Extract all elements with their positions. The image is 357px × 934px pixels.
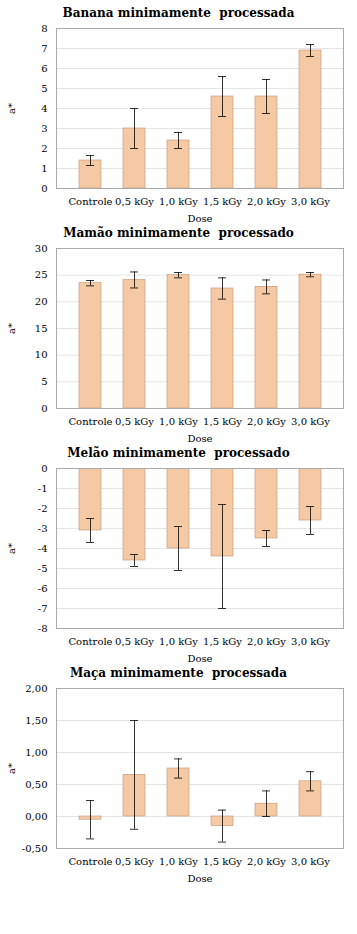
svg-text:a*: a*	[6, 763, 17, 774]
svg-text:Dose: Dose	[187, 653, 212, 664]
svg-text:-4: -4	[38, 543, 48, 554]
svg-text:5: 5	[41, 376, 47, 387]
svg-text:1,5 kGy: 1,5 kGy	[203, 636, 242, 647]
svg-text:3: 3	[41, 123, 47, 134]
html-text:Banana minimamente processada: Banana minimamente processada	[62, 6, 295, 20]
svg-text:0: 0	[41, 463, 47, 474]
svg-text:2,00: 2,00	[25, 683, 47, 694]
svg-text:0,00: 0,00	[25, 811, 47, 822]
svg-text:0,5 kGy: 0,5 kGy	[115, 636, 154, 647]
svg-text:1,0 kGy: 1,0 kGy	[159, 856, 198, 867]
html-text:Melão minimamente processado: Melão minimamente processado	[67, 446, 290, 460]
svg-text:6: 6	[41, 63, 47, 74]
svg-text:-0,50: -0,50	[22, 843, 48, 854]
svg-text:1,0 kGy: 1,0 kGy	[159, 416, 198, 427]
svg-text:-6: -6	[38, 583, 48, 594]
html-text:Maça minimamente processada: Maça minimamente processada	[70, 666, 287, 680]
svg-text:1,5 kGy: 1,5 kGy	[203, 416, 242, 427]
svg-text:Dose: Dose	[187, 433, 212, 444]
svg-text:0,5 kGy: 0,5 kGy	[115, 856, 154, 867]
svg-text:15: 15	[35, 323, 48, 334]
svg-text:a*: a*	[6, 543, 17, 554]
svg-text:20: 20	[35, 296, 48, 307]
svg-text:-7: -7	[38, 603, 48, 614]
svg-text:1: 1	[41, 163, 47, 174]
html-text:Mamão minimamente processado: Mamão minimamente processado	[63, 226, 294, 240]
svg-text:1,00: 1,00	[25, 747, 47, 758]
svg-text:Controle: Controle	[68, 636, 112, 647]
svg-text:1,5 kGy: 1,5 kGy	[203, 196, 242, 207]
svg-text:0,5 kGy: 0,5 kGy	[115, 416, 154, 427]
svg-text:-1: -1	[38, 483, 48, 494]
svg-text:0,5 kGy: 0,5 kGy	[115, 196, 154, 207]
svg-text:Dose: Dose	[187, 213, 212, 224]
svg-text:a*: a*	[6, 103, 17, 114]
svg-text:Controle: Controle	[68, 196, 112, 207]
svg-text:1,0 kGy: 1,0 kGy	[159, 636, 198, 647]
svg-text:-3: -3	[38, 523, 48, 534]
svg-text:2: 2	[41, 143, 47, 154]
svg-text:-5: -5	[38, 563, 48, 574]
svg-text:10: 10	[35, 349, 48, 360]
svg-text:3,0 kGy: 3,0 kGy	[291, 856, 330, 867]
svg-text:3,0 kGy: 3,0 kGy	[291, 636, 330, 647]
svg-text:3,0 kGy: 3,0 kGy	[291, 416, 330, 427]
svg-text:1,5 kGy: 1,5 kGy	[203, 856, 242, 867]
svg-text:Controle: Controle	[68, 856, 112, 867]
svg-text:1,50: 1,50	[25, 715, 47, 726]
svg-text:2,0 kGy: 2,0 kGy	[247, 196, 286, 207]
svg-text:1,0 kGy: 1,0 kGy	[159, 196, 198, 207]
svg-text:3,0 kGy: 3,0 kGy	[291, 196, 330, 207]
svg-text:4: 4	[41, 103, 47, 114]
svg-text:2,0 kGy: 2,0 kGy	[247, 636, 286, 647]
svg-text:7: 7	[41, 43, 47, 54]
svg-text:Controle: Controle	[68, 416, 112, 427]
svg-text:2,0 kGy: 2,0 kGy	[247, 856, 286, 867]
svg-text:0: 0	[41, 183, 47, 194]
svg-text:30: 30	[35, 243, 48, 254]
svg-text:5: 5	[41, 83, 47, 94]
svg-text:2,0 kGy: 2,0 kGy	[247, 416, 286, 427]
svg-text:a*: a*	[6, 323, 17, 334]
svg-text:8: 8	[41, 23, 47, 34]
svg-text:0: 0	[41, 403, 47, 414]
svg-text:Dose: Dose	[187, 873, 212, 884]
svg-text:0,50: 0,50	[25, 779, 47, 790]
svg-text:-8: -8	[38, 623, 48, 634]
svg-text:25: 25	[35, 269, 48, 280]
svg-text:-2: -2	[38, 503, 48, 514]
